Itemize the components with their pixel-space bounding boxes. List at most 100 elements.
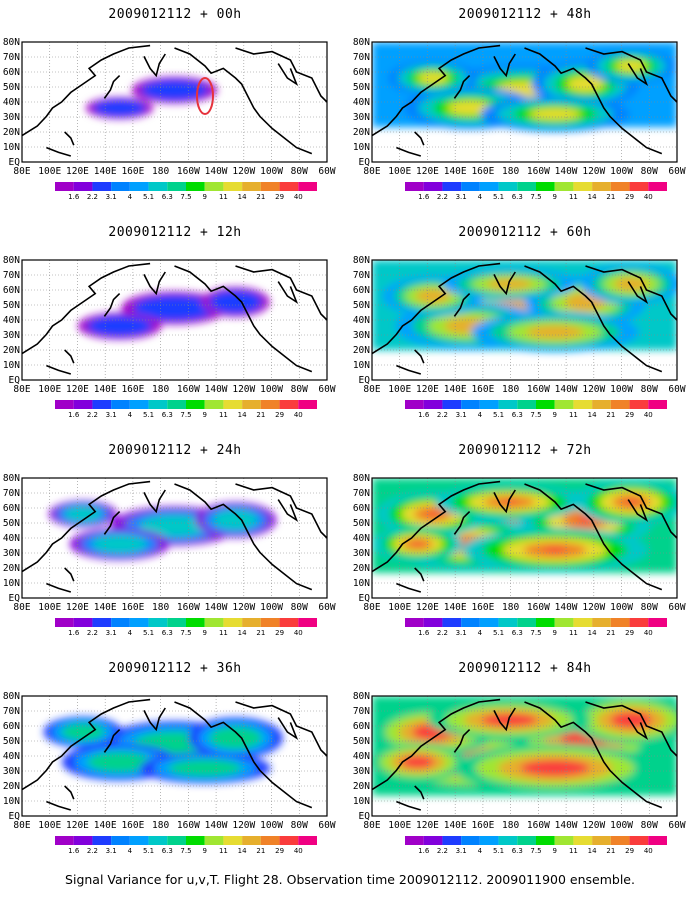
lat-tick-label: EQ (9, 811, 21, 822)
colorbar-swatch (610, 182, 630, 191)
lon-tick-label: 100W (610, 384, 633, 395)
colorbar-label: 3.1 (106, 629, 117, 637)
colorbar-swatch (111, 618, 130, 627)
colorbar-label: 7.5 (530, 411, 541, 419)
colorbar-swatch (298, 182, 317, 191)
lat-tick-label: 30N (353, 330, 370, 341)
map-panel-p36: 2009012112 + 36h 80E 100E 120E 140E 160E 180 16… (0, 654, 350, 869)
colorbar-label: 40 (644, 629, 653, 637)
lat-tick-label: 10N (3, 360, 20, 371)
colorbar-swatch (405, 618, 424, 627)
colorbar-swatch (186, 836, 205, 845)
map-panel-p72: 2009012112 + 72h 80E 100E 120E 140E 160E 180 16… (350, 436, 700, 651)
colorbar-swatch (536, 836, 555, 845)
colorbar-label: 29 (275, 847, 284, 855)
colorbar-label: 4 (478, 847, 483, 855)
lon-tick-label: 120W (582, 384, 605, 395)
colorbar-swatch (517, 618, 536, 627)
colorbar-swatch (479, 182, 499, 191)
lon-tick-label: 160W (177, 602, 200, 613)
lon-tick-label: 120W (582, 602, 605, 613)
panel-title: 2009012112 + 00h (108, 7, 242, 22)
colorbar-swatch (592, 618, 611, 627)
gridlines (22, 42, 327, 162)
colorbar-label: 29 (625, 193, 634, 201)
colorbar-swatch (148, 618, 168, 627)
lat-tick-label: 60N (3, 721, 20, 732)
colorbar-label: 2.2 (437, 629, 448, 637)
colorbar-swatch (536, 182, 555, 191)
lon-tick-label: 140W (205, 820, 228, 831)
lat-tick-label: 10N (3, 578, 20, 589)
colorbar-label: 11 (219, 629, 228, 637)
lat-tick-label: 70N (353, 52, 370, 63)
colorbar-label: 6.3 (512, 411, 523, 419)
map-frame (21, 695, 328, 817)
lon-tick-label: 120W (232, 166, 255, 177)
colorbar-swatch (167, 618, 186, 627)
colorbar-swatch (517, 182, 536, 191)
colorbar-swatch (536, 618, 555, 627)
lon-tick-label: 80E (363, 166, 380, 177)
lon-tick-label: 160W (177, 820, 200, 831)
colorbar-label: 7.5 (180, 411, 191, 419)
lon-tick-label: 100W (610, 602, 633, 613)
lon-tick-label: 60W (318, 384, 335, 395)
colorbar-label: 9 (552, 629, 556, 637)
colorbar (405, 618, 667, 627)
lon-tick-label: 140W (205, 384, 228, 395)
lat-tick-label: 30N (353, 112, 370, 123)
lon-tick-label: 140E (94, 602, 117, 613)
colorbar-label: 5.1 (143, 193, 154, 201)
lon-tick-label: 100E (38, 166, 61, 177)
colorbar-swatch (111, 400, 130, 409)
map-svg: 80E 100E 120E 140E 160E 180 160W 140W 120W 100W 80… (3, 255, 336, 419)
gridlines (22, 478, 327, 598)
variance-field (372, 478, 677, 573)
lon-tick-label: 120E (416, 602, 439, 613)
colorbar-swatch (260, 182, 280, 191)
lat-tick-label: 60N (353, 285, 370, 296)
colorbar-label: 11 (569, 193, 578, 201)
colorbar-swatch (517, 400, 536, 409)
map-svg: 80E 100E 120E 140E 160E 180 160W 140W 120W 100W 80… (353, 255, 686, 419)
lon-tick-label: 160E (121, 166, 144, 177)
colorbar-swatch (279, 182, 299, 191)
gridlines (22, 696, 327, 816)
lat-tick-label: 60N (353, 721, 370, 732)
colorbar-label: 4 (128, 193, 133, 201)
lon-tick-label: 80E (13, 384, 30, 395)
colorbar-label: 7.5 (180, 847, 191, 855)
colorbar-label: 14 (588, 193, 597, 201)
colorbar-label: 9 (202, 411, 206, 419)
colorbar-label: 21 (256, 193, 265, 201)
colorbar-label: 21 (256, 411, 265, 419)
lon-tick-label: 160E (471, 384, 494, 395)
colorbar-swatch (592, 400, 611, 409)
lat-tick-label: EQ (359, 157, 371, 168)
colorbar-label: 29 (625, 629, 634, 637)
colorbar (55, 182, 317, 191)
colorbar-label: 40 (294, 411, 303, 419)
colorbar-swatch (167, 836, 186, 845)
colorbar-swatch (498, 400, 518, 409)
colorbar-swatch (479, 400, 499, 409)
gridlines (372, 42, 677, 162)
colorbar-swatch (517, 836, 536, 845)
map-panel-p48: 2009012112 + 48h 80E 100E 120E 140E 160E 180 16… (350, 0, 700, 215)
colorbar-label: 2.2 (87, 847, 98, 855)
map-svg: 80E 100E 120E 140E 160E 180 160W 140W 120W 100W 80… (3, 473, 336, 637)
colorbar-label: 14 (238, 847, 247, 855)
lat-tick-label: 70N (353, 706, 370, 717)
lat-tick-label: 60N (3, 67, 20, 78)
colorbar-label: 2.2 (437, 847, 448, 855)
colorbar-label: 1.6 (418, 847, 430, 855)
colorbar-swatch (648, 836, 667, 845)
colorbar-label: 29 (275, 411, 284, 419)
lon-tick-label: 100E (388, 820, 411, 831)
lon-tick-label: 180 (152, 384, 169, 395)
colorbar-swatch (92, 400, 112, 409)
colorbar-swatch (423, 182, 443, 191)
lat-tick-label: EQ (9, 593, 21, 604)
colorbar-swatch (442, 618, 462, 627)
